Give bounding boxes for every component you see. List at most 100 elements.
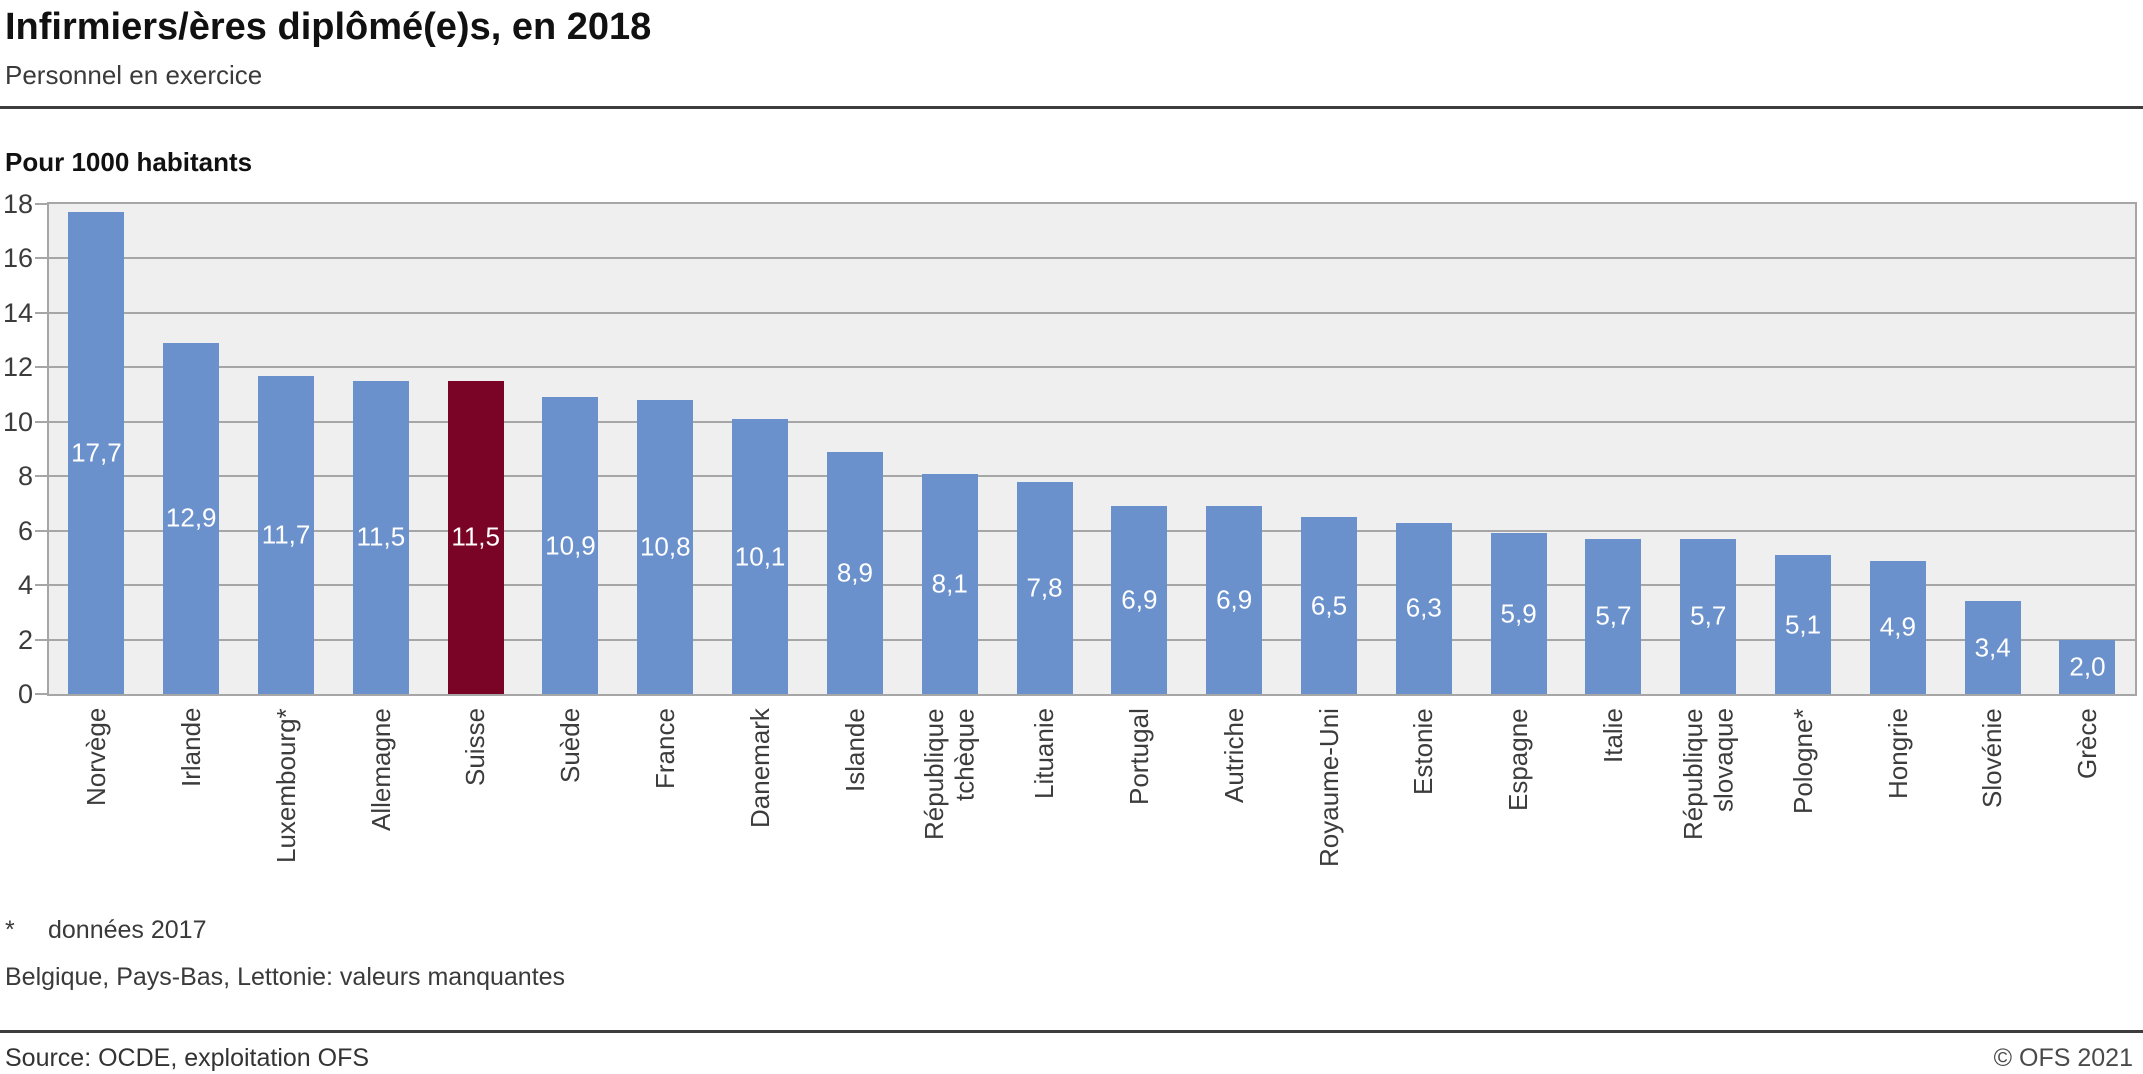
bar-slot: 11,5 xyxy=(428,204,523,694)
y-axis: 0 2 4 6 8 10 12 14 16 18 xyxy=(0,189,47,709)
bar-value-label: 6,5 xyxy=(1310,590,1348,621)
x-axis-label-autriche: Autriche xyxy=(1218,708,1249,804)
y-tick-label-18: 18 xyxy=(2,189,33,219)
bar-slot: 2,0 xyxy=(2040,204,2135,694)
y-tick-label-16: 16 xyxy=(2,243,33,274)
x-label-cell: Suisse xyxy=(428,708,523,948)
y-axis-unit-label: Pour 1000 habitants xyxy=(5,147,253,177)
bar-république-slovaque: 5,7 xyxy=(1680,538,1737,694)
x-axis-label-portugal: Portugal xyxy=(1124,708,1154,805)
bar-luxembourg*: 11,7 xyxy=(258,375,315,694)
footer-divider xyxy=(0,1030,2143,1033)
bar-slot: 12,9 xyxy=(144,204,239,694)
x-label-cell: Espagne xyxy=(1471,708,1566,948)
x-axis-label-norvège: Norvège xyxy=(81,708,112,807)
bar-portugal: 6,9 xyxy=(1111,506,1168,694)
gridline-2 xyxy=(49,638,2135,641)
x-axis-label-république-slovaque: République slovaque xyxy=(1677,708,1739,840)
x-axis-label-islande: Islande xyxy=(839,708,870,792)
x-axis-label-luxembourg*: Luxembourg* xyxy=(270,708,301,863)
x-axis-label-suède: Suède xyxy=(555,708,586,784)
y-tick-label-12: 12 xyxy=(2,352,33,383)
x-label-cell: Autriche xyxy=(1187,708,1282,948)
bar-grèce: 2,0 xyxy=(2059,639,2116,694)
bar-slot: 10,8 xyxy=(618,204,713,694)
bar-slot: 5,9 xyxy=(1471,204,1566,694)
x-label-cell: Suède xyxy=(523,708,618,948)
bar-value-label: 5,9 xyxy=(1500,598,1537,629)
x-label-cell: Norvège xyxy=(49,708,144,948)
bar-suède: 10,9 xyxy=(542,397,599,694)
x-label-cell: Lituanie xyxy=(997,708,1092,948)
y-tick-label-8: 8 xyxy=(17,461,33,492)
x-axis-label-danemark: Danemark xyxy=(744,708,775,828)
bar-value-label: 5,7 xyxy=(1595,600,1632,631)
x-label-cell: Slovénie xyxy=(1945,708,2040,948)
bar-danemark: 10,1 xyxy=(732,419,789,694)
bar-hongrie: 4,9 xyxy=(1869,560,1926,694)
y-tick-label-4: 4 xyxy=(17,570,33,601)
x-axis-label-république-tchèque: République tchèque xyxy=(919,708,980,840)
x-axis-label-irlande: Irlande xyxy=(175,708,206,788)
x-label-cell: France xyxy=(618,708,713,948)
bar-lituanie: 7,8 xyxy=(1016,481,1073,694)
y-tick-mark-10 xyxy=(35,420,47,423)
bar-slot: 3,4 xyxy=(1945,204,2040,694)
bar-value-label: 5,7 xyxy=(1690,600,1727,631)
plot-area: 17,7 12,9 11,7 11,5 11,5 10,9 10,8 10,1 8,9 8,1 7,… xyxy=(47,202,2137,696)
bar-slovénie: 3,4 xyxy=(1964,601,2021,694)
footnotes: * données 2017 Belgique, Pays-Bas, Letton… xyxy=(5,916,565,992)
x-label-cell: République tchèque xyxy=(902,708,997,948)
bar-value-label: 11,5 xyxy=(356,521,406,552)
bar-slot: 6,3 xyxy=(1376,204,1471,694)
bar-value-label: 3,4 xyxy=(1974,632,2011,663)
y-tick-label-6: 6 xyxy=(17,515,33,546)
y-tick-mark-6 xyxy=(35,529,47,532)
y-tick-mark-2 xyxy=(35,638,47,641)
y-tick-label-2: 2 xyxy=(17,624,33,655)
gridline-10 xyxy=(49,420,2135,423)
x-label-cell: Portugal xyxy=(1092,708,1187,948)
y-tick-mark-12 xyxy=(35,366,47,369)
x-axis-label-royaume-uni: Royaume-Uni xyxy=(1313,708,1344,867)
header-divider xyxy=(0,106,2143,109)
bar-france: 10,8 xyxy=(637,400,694,694)
bar-slot: 5,7 xyxy=(1566,204,1661,694)
bar-value-label: 12,9 xyxy=(165,502,217,533)
x-label-cell: Pologne* xyxy=(1756,708,1851,948)
bar-suisse: 11,5 xyxy=(447,380,504,694)
copyright-label: © OFS 2021 xyxy=(1993,1044,2133,1072)
x-label-cell: Royaume-Uni xyxy=(1282,708,1377,948)
bar-allemagne: 11,5 xyxy=(352,380,409,694)
bar-slot: 7,8 xyxy=(997,204,1092,694)
bar-value-label: 4,9 xyxy=(1879,611,1916,642)
bar-slot: 6,9 xyxy=(1187,204,1282,694)
bar-value-label: 8,1 xyxy=(931,568,968,599)
chart-title: Infirmiers/ères diplômé(e)s, en 2018 xyxy=(5,6,652,48)
bar-slot: 10,1 xyxy=(713,204,808,694)
gridline-4 xyxy=(49,584,2135,587)
x-axis-label-estonie: Estonie xyxy=(1408,708,1439,795)
bar-slot: 17,7 xyxy=(49,204,144,694)
bar-slot: 5,1 xyxy=(1756,204,1851,694)
bar-value-label: 10,8 xyxy=(639,531,691,562)
y-tick-mark-14 xyxy=(35,311,47,314)
bar-value-label: 17,7 xyxy=(71,437,122,468)
bar-value-label: 11,7 xyxy=(261,519,311,550)
y-tick-mark-4 xyxy=(35,584,47,587)
x-label-cell: Irlande xyxy=(144,708,239,948)
footnote-missing-values: Belgique, Pays-Bas, Lettonie: valeurs ma… xyxy=(5,963,566,991)
x-label-cell: Grèce xyxy=(2040,708,2135,948)
bar-value-label: 6,3 xyxy=(1405,592,1442,623)
bar-irlande: 12,9 xyxy=(163,342,220,694)
bar-value-label: 6,9 xyxy=(1121,584,1158,615)
x-label-cell: Hongrie xyxy=(1850,708,1945,948)
gridline-8 xyxy=(49,475,2135,478)
bar-value-label: 7,8 xyxy=(1026,572,1063,603)
gridline-12 xyxy=(49,366,2135,369)
bar-pologne*: 5,1 xyxy=(1775,555,1832,694)
bar-value-label: 10,1 xyxy=(734,541,786,572)
y-tick-mark-18 xyxy=(35,203,47,205)
x-axis-label-slovénie: Slovénie xyxy=(1977,708,2008,808)
